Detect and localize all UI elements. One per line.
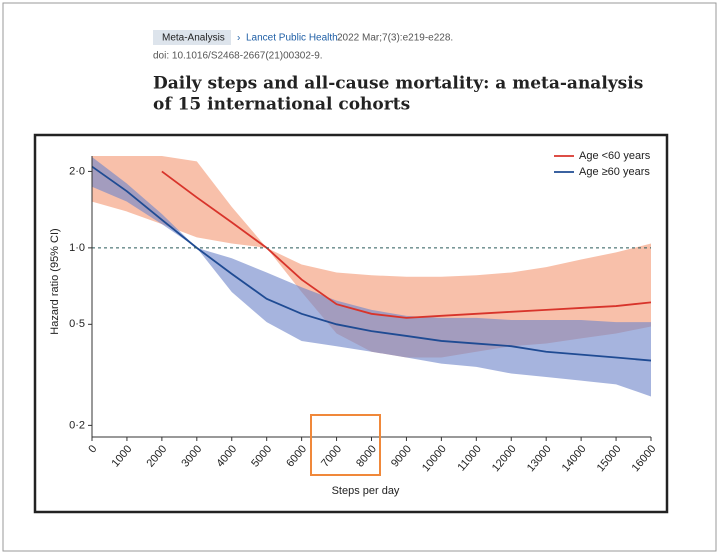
ci-band <box>92 156 651 358</box>
y-tick-label: 2·0 <box>69 165 85 177</box>
y-tick-label: 0·5 <box>69 318 85 330</box>
series-line <box>92 165 651 362</box>
series-line <box>161 170 651 319</box>
citation: 2022 Mar;7(3):e219-e228. <box>337 33 453 44</box>
badge-text: Meta-Analysis <box>162 33 225 44</box>
chevron: › <box>237 33 240 44</box>
y-tick-label: 0·2 <box>69 419 85 431</box>
badge <box>153 30 231 45</box>
legend-label: Age ≥60 years <box>579 166 650 178</box>
y-axis-title: Hazard ratio (95% CI) <box>49 228 61 334</box>
x-axis-title: Steps per day <box>332 485 400 497</box>
highlight-box <box>310 414 381 476</box>
y-tick-label: 1·0 <box>69 242 85 254</box>
article-title: of 15 international cohorts <box>153 95 410 115</box>
ci-band <box>92 156 651 397</box>
journal-link[interactable]: Lancet Public Health. <box>246 33 341 44</box>
legend-label: Age <60 years <box>579 150 651 162</box>
article-title: Daily steps and all-cause mortality: a m… <box>153 74 643 94</box>
plot-area <box>92 156 651 397</box>
doi: doi: 10.1016/S2468-2667(21)00302-9. <box>153 51 323 62</box>
